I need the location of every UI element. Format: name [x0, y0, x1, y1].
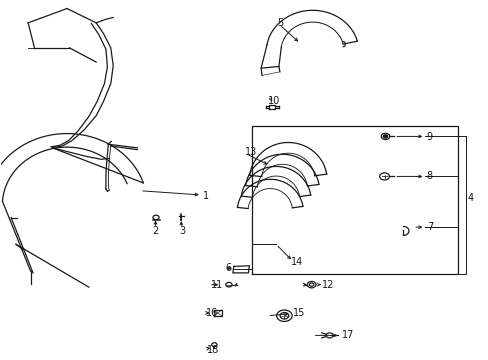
Text: 13: 13	[244, 147, 256, 157]
Text: 16: 16	[205, 308, 218, 318]
Text: 3: 3	[179, 226, 184, 236]
Text: 12: 12	[322, 280, 334, 291]
Text: 14: 14	[290, 257, 303, 267]
Text: 15: 15	[292, 308, 305, 318]
Text: 7: 7	[426, 222, 432, 232]
Text: 4: 4	[466, 193, 472, 203]
Text: 2: 2	[152, 226, 158, 236]
Text: 8: 8	[426, 171, 432, 181]
Text: 6: 6	[224, 262, 231, 273]
Text: 10: 10	[267, 96, 280, 107]
Text: 9: 9	[426, 132, 432, 142]
Text: 1: 1	[203, 191, 209, 201]
Text: 5: 5	[277, 18, 283, 28]
Circle shape	[383, 135, 387, 138]
Text: 11: 11	[210, 280, 222, 291]
Text: 18: 18	[206, 345, 218, 355]
Text: 17: 17	[341, 330, 353, 341]
